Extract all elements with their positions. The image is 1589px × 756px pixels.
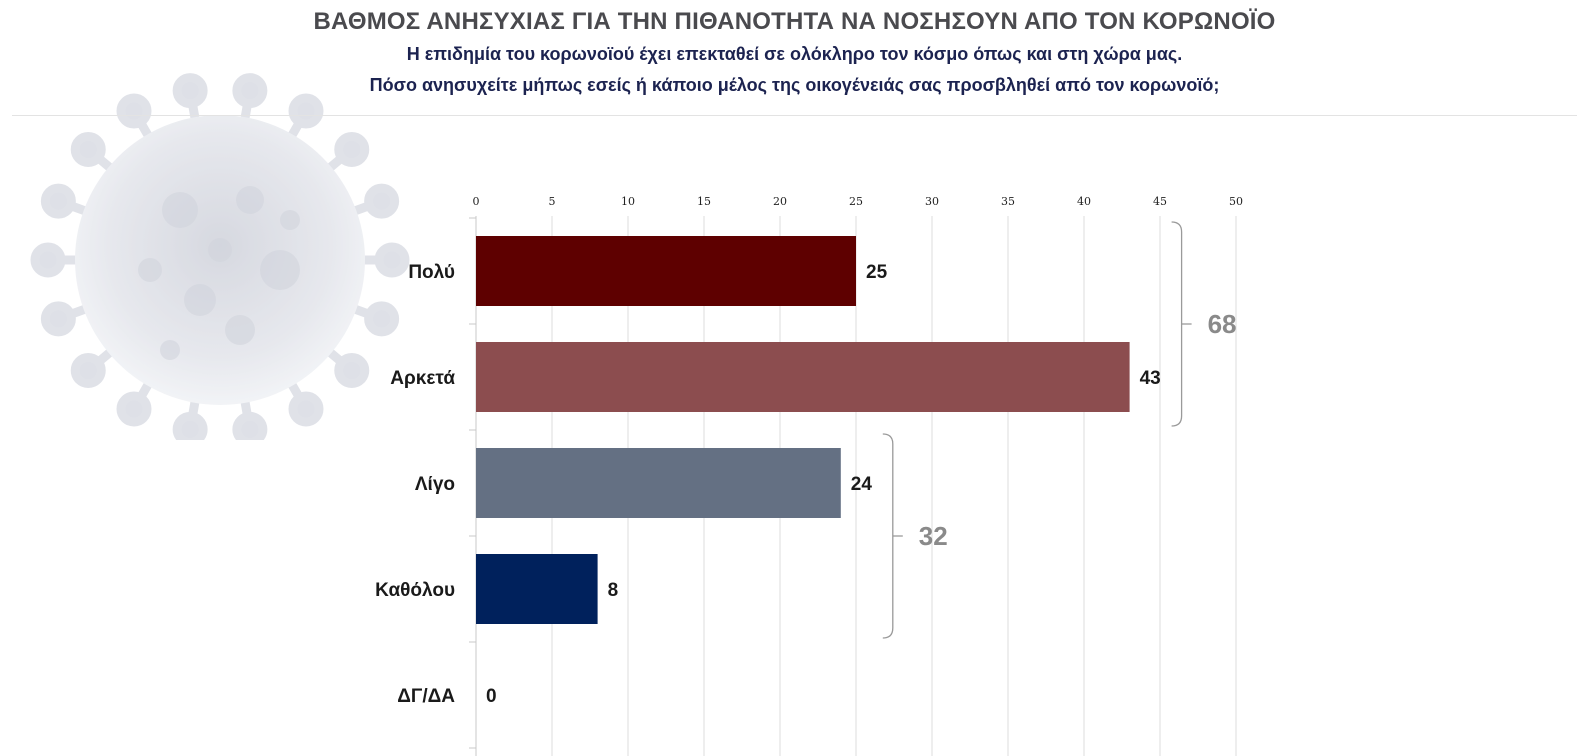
data-label: 0 — [486, 686, 497, 707]
header-divider — [12, 115, 1577, 116]
tick-label: 0 — [473, 195, 480, 208]
coronavirus-icon — [30, 70, 410, 447]
tick-label: 20 — [773, 195, 787, 208]
group-total-label: 68 — [1208, 309, 1237, 339]
group-bracket — [882, 433, 894, 639]
tick-label: 40 — [1077, 195, 1091, 208]
bar — [476, 236, 856, 306]
category-label: Πολύ — [408, 262, 455, 283]
tick-label: 10 — [621, 195, 635, 208]
subtitle-line-1: Η επιδημία του κορωνοϊού έχει επεκταθεί … — [406, 44, 1183, 64]
category-label: Λίγο — [415, 474, 455, 495]
bar — [476, 342, 1130, 412]
group-bracket — [1171, 221, 1183, 427]
subtitle-line-2: Πόσο ανησυχείτε μήπως εσείς ή κάποιο μέλ… — [369, 75, 1220, 95]
category-label: Αρκετά — [390, 368, 455, 389]
data-label: 24 — [851, 474, 873, 495]
bar — [476, 448, 841, 518]
tick-label: 25 — [849, 195, 863, 208]
data-label: 25 — [866, 262, 888, 283]
tick-label: 50 — [1229, 195, 1243, 208]
group-total-label: 32 — [919, 521, 948, 551]
tick-label: 30 — [925, 195, 939, 208]
page-title: ΒΑΘΜΟΣ ΑΝΗΣΥΧΙΑΣ ΓΙΑ ΤΗΝ ΠΙΘΑΝΟΤΗΤΑ ΝΑ Ν… — [313, 8, 1276, 35]
tick-label: 35 — [1001, 195, 1015, 208]
data-label: 8 — [608, 580, 619, 601]
tick-label: 15 — [697, 195, 711, 208]
category-label: ΔΓ/ΔΑ — [397, 686, 455, 707]
tick-label: 45 — [1153, 195, 1167, 208]
data-label: 43 — [1140, 368, 1161, 389]
bar — [476, 554, 598, 624]
category-label: Καθόλου — [375, 580, 455, 601]
tick-label: 5 — [549, 195, 556, 208]
